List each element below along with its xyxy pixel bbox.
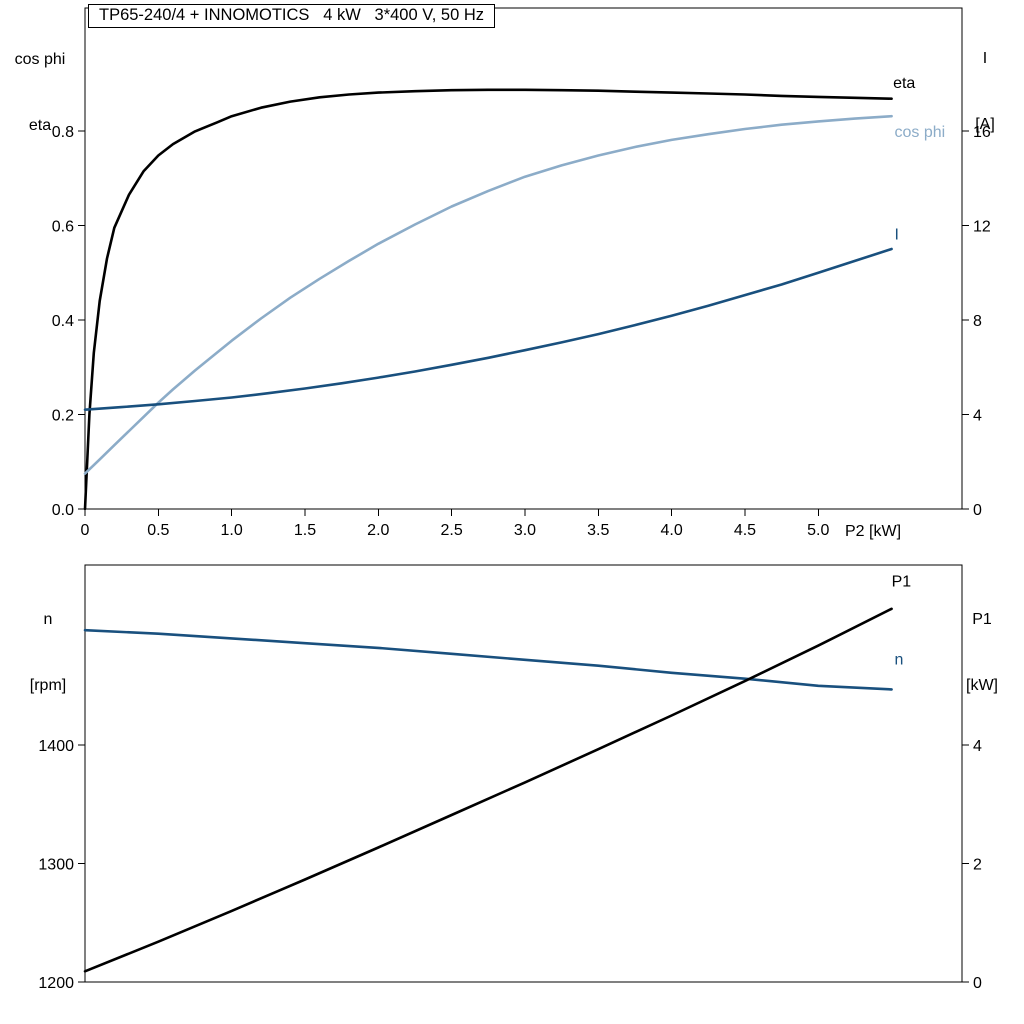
y-right-tick-label: 0: [973, 975, 982, 992]
y-left-tick-label: 0.8: [52, 124, 74, 141]
axis-title-current: I: [982, 50, 988, 67]
x-tick-label: 0.5: [147, 522, 169, 539]
y-right-tick-label: 4: [973, 738, 982, 755]
top-left-axis-title: cos phi eta: [4, 5, 76, 181]
series-I: [83, 247, 893, 411]
y-right-tick-label: 0: [973, 502, 982, 519]
y-left-tick-label: 0.6: [52, 218, 74, 235]
plot-frame: [84, 564, 963, 983]
curve-label-cos-phi: cos phi: [895, 124, 946, 141]
curve-label-eta: eta: [893, 75, 915, 92]
axis-title-speed: n: [43, 611, 53, 628]
top-right-axis-title: I [A]: [962, 4, 1008, 180]
series-cos-phi: [83, 114, 893, 475]
y-right-tick-label: 8: [973, 313, 982, 330]
x-tick-label: 1.0: [221, 522, 243, 539]
x-tick-label: 2.5: [441, 522, 463, 539]
x-tick-label: 0: [81, 522, 90, 539]
curve-label-I: I: [895, 227, 899, 244]
curve-label-P1: P1: [892, 573, 912, 590]
y-left-tick-label: 1300: [38, 857, 74, 874]
series-n: [83, 628, 893, 691]
x-tick-label: 4.0: [660, 522, 682, 539]
y-right-tick-label: 12: [973, 218, 991, 235]
plot-frame: [84, 7, 963, 510]
x-tick-label: 5.0: [807, 522, 829, 539]
y-left-tick-label: 0.2: [52, 407, 74, 424]
x-axis-title: P2 [kW]: [845, 523, 902, 540]
chart-bottom-speed-power-curves: 1200 1300 1400 0 2 4 P1 n: [38, 564, 982, 992]
y-right-tick-label: 2: [973, 857, 982, 874]
x-tick-label: 3.0: [514, 522, 536, 539]
curve-label-n: n: [895, 652, 904, 669]
series-eta: [83, 88, 893, 511]
y-left-tick-label: 0.4: [52, 313, 74, 330]
x-tick-label: 4.5: [734, 522, 756, 539]
y-left-tick-label: 0.0: [52, 502, 74, 519]
chart-title: TP65-240/4 + INNOMOTICS 4 kW 3*400 V, 50…: [88, 4, 496, 28]
y-right-tick-label: 4: [973, 407, 982, 424]
y-left-tick-label: 1400: [38, 738, 74, 755]
series-P1: [83, 607, 893, 973]
axis-title-p1-unit: [kW]: [966, 677, 998, 694]
x-tick-label: 1.5: [294, 522, 316, 539]
y-right-tick-label: 16: [973, 124, 991, 141]
axis-title-p1: P1: [972, 611, 992, 628]
axis-title-cos-phi: cos phi: [14, 51, 66, 68]
bottom-left-axis-title: n [rpm]: [20, 565, 76, 741]
axis-title-speed-unit: [rpm]: [29, 677, 67, 694]
x-tick-label: 3.5: [587, 522, 609, 539]
y-left-tick-label: 1200: [38, 975, 74, 992]
bottom-right-axis-title: P1 [kW]: [956, 565, 1008, 741]
axis-title-current-unit: [A]: [975, 116, 995, 133]
chart-top-motor-curves: 0 0.5 1.0 1.5 2.0 2.5 3.0 3.5 4.0 4.5 5.0 0.0 0.2 0.4…: [52, 7, 991, 539]
x-tick-label: 2.0: [367, 522, 389, 539]
axis-title-eta: eta: [28, 117, 52, 134]
